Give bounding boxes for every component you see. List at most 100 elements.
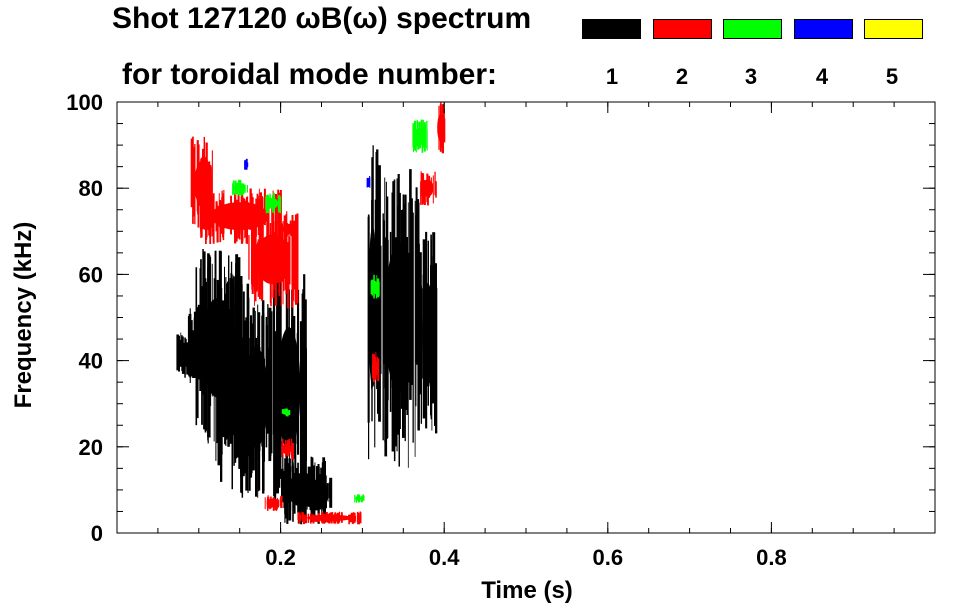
spectral-streak	[443, 116, 444, 150]
spectral-streak	[280, 497, 282, 506]
spectral-streak	[240, 300, 243, 493]
series-n-2-region	[371, 352, 380, 383]
spectral-streak	[298, 483, 300, 510]
spectral-streak	[288, 410, 290, 415]
series-n-2-region	[420, 171, 437, 206]
spectral-streak	[281, 468, 284, 503]
spectral-streak	[414, 200, 416, 457]
series-n-1	[176, 145, 438, 525]
spectral-streak	[300, 480, 303, 510]
spectral-streak	[272, 190, 274, 241]
series-n-2-region	[248, 210, 299, 309]
spectral-streak	[359, 511, 361, 522]
spectral-core	[255, 234, 290, 285]
x-axis-label: Time (s)	[481, 577, 573, 604]
series-n-2-region	[281, 438, 294, 460]
spectral-streak	[413, 124, 414, 153]
spectral-core	[277, 327, 301, 450]
y-tick-label: 80	[79, 176, 103, 201]
spectral-streak	[384, 237, 388, 457]
spectral-streak	[284, 458, 287, 515]
spectral-streak	[176, 334, 179, 371]
spectral-streak	[303, 274, 306, 466]
legend-label-mode-1: 1	[605, 64, 619, 89]
spectral-core	[355, 496, 362, 501]
spectral-streak	[358, 512, 360, 521]
spectral-core	[301, 482, 325, 502]
spectral-core	[414, 127, 426, 146]
spectral-streak	[202, 249, 204, 395]
spectral-streak	[248, 235, 250, 280]
x-tick-label: 0.8	[756, 545, 787, 570]
legend-label-mode-4: 4	[815, 64, 829, 89]
spectral-streak	[420, 171, 422, 197]
spectral-core	[368, 225, 377, 388]
series-n-1-region	[272, 268, 307, 506]
spectral-core	[266, 498, 279, 508]
spectral-streak	[199, 268, 201, 389]
legend-swatch-mode-2	[653, 19, 712, 39]
spectral-streak	[251, 234, 254, 290]
series-n-2-region	[190, 136, 213, 232]
series-n-2	[190, 102, 446, 525]
y-tick-label: 0	[91, 521, 103, 546]
spectral-streak	[421, 173, 424, 195]
spectral-core	[371, 280, 378, 294]
spectral-streak	[291, 443, 294, 460]
spectral-streak	[426, 120, 428, 149]
spectral-streak	[435, 287, 438, 434]
spectral-streak	[294, 214, 298, 305]
legend-swatch-mode-1	[582, 19, 641, 39]
spectral-core	[266, 197, 279, 209]
spectral-streak	[295, 219, 297, 234]
spectral-streak	[298, 513, 300, 524]
spectral-streak	[282, 224, 284, 235]
legend-label-mode-2: 2	[675, 64, 689, 89]
spectral-streak	[377, 278, 380, 298]
spectral-streak	[298, 485, 301, 511]
spectral-streak	[291, 233, 294, 286]
spectral-streak	[362, 495, 365, 501]
series-n-2-region	[297, 511, 362, 525]
spectral-streak	[357, 513, 360, 525]
legend-label-mode-5: 5	[885, 64, 899, 89]
spectral-streak	[215, 302, 217, 461]
spectral-streak	[279, 196, 281, 214]
spectral-streak	[352, 514, 355, 521]
spectral-streak	[366, 178, 368, 188]
series-n-3-region	[370, 274, 380, 299]
spectral-core	[281, 410, 288, 415]
spectral-core	[194, 160, 212, 208]
spectral-streak	[271, 201, 274, 237]
spectral-streak	[380, 245, 382, 374]
spectral-streak	[377, 358, 380, 382]
spectral-streak	[211, 166, 213, 220]
spectral-streak	[293, 220, 296, 237]
spectral-streak	[281, 442, 283, 457]
spectral-streak	[276, 197, 278, 238]
spectral-streak	[290, 444, 293, 455]
spectral-streak	[327, 484, 329, 502]
spectral-streak	[270, 311, 273, 454]
spectral-streak	[264, 497, 266, 510]
spectral-core	[371, 360, 378, 378]
spectral-streak	[188, 313, 192, 369]
spectral-streak	[287, 242, 290, 309]
spectral-streak	[433, 301, 437, 385]
spectral-streak	[324, 486, 327, 509]
spectral-core	[384, 242, 414, 393]
spectral-streak	[324, 478, 326, 509]
spectral-core	[234, 183, 246, 193]
y-tick-label: 60	[79, 262, 103, 287]
spectral-streak	[301, 511, 303, 521]
spectral-streak	[354, 515, 357, 522]
spectral-streak	[420, 285, 422, 424]
series-n-2-region	[281, 219, 298, 240]
series-n-4-region	[366, 176, 371, 188]
spectral-streak	[292, 221, 294, 301]
spectral-streak	[299, 321, 303, 492]
spectral-streak	[232, 181, 235, 194]
series-n-3-region	[412, 119, 428, 153]
